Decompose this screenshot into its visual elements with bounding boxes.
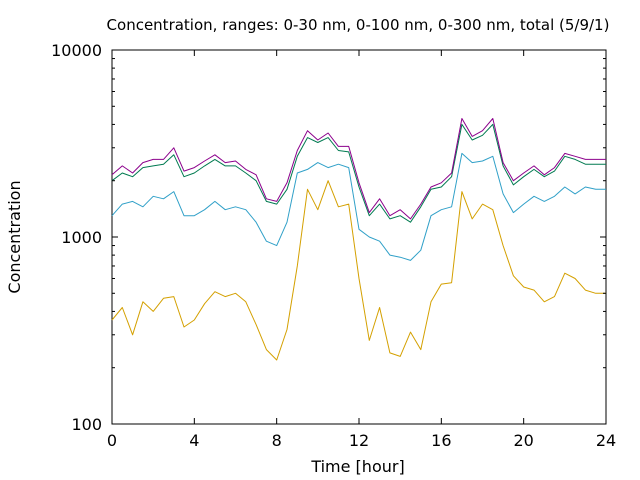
x-tick-label: 24 [596,431,616,450]
x-axis-label: Time [hour] [310,457,404,476]
series-line-2 [111,152,606,261]
x-tick-label: 0 [107,431,117,450]
x-axis: 0 4 8 12 16 20 24 [107,50,616,450]
x-tick-label: 16 [431,431,451,450]
y-tick-label: 10000 [51,41,102,60]
y-tick-label: 100 [71,415,102,434]
x-tick-label: 4 [189,431,199,450]
y-axis: 100 1000 10000 [51,41,606,434]
y-tick-label: 1000 [61,228,102,247]
chart-title: Concentration, ranges: 0-30 nm, 0-100 nm… [107,16,610,34]
plot-frame [111,49,607,425]
x-tick-label: 20 [513,431,533,450]
y-axis-label: Concentration [5,180,24,293]
x-tick-label: 8 [272,431,282,450]
series-line-1 [111,180,606,361]
series-layer [111,118,606,361]
x-tick-label: 12 [349,431,369,450]
series-line-3 [111,123,606,223]
series-line-4 [111,118,606,220]
